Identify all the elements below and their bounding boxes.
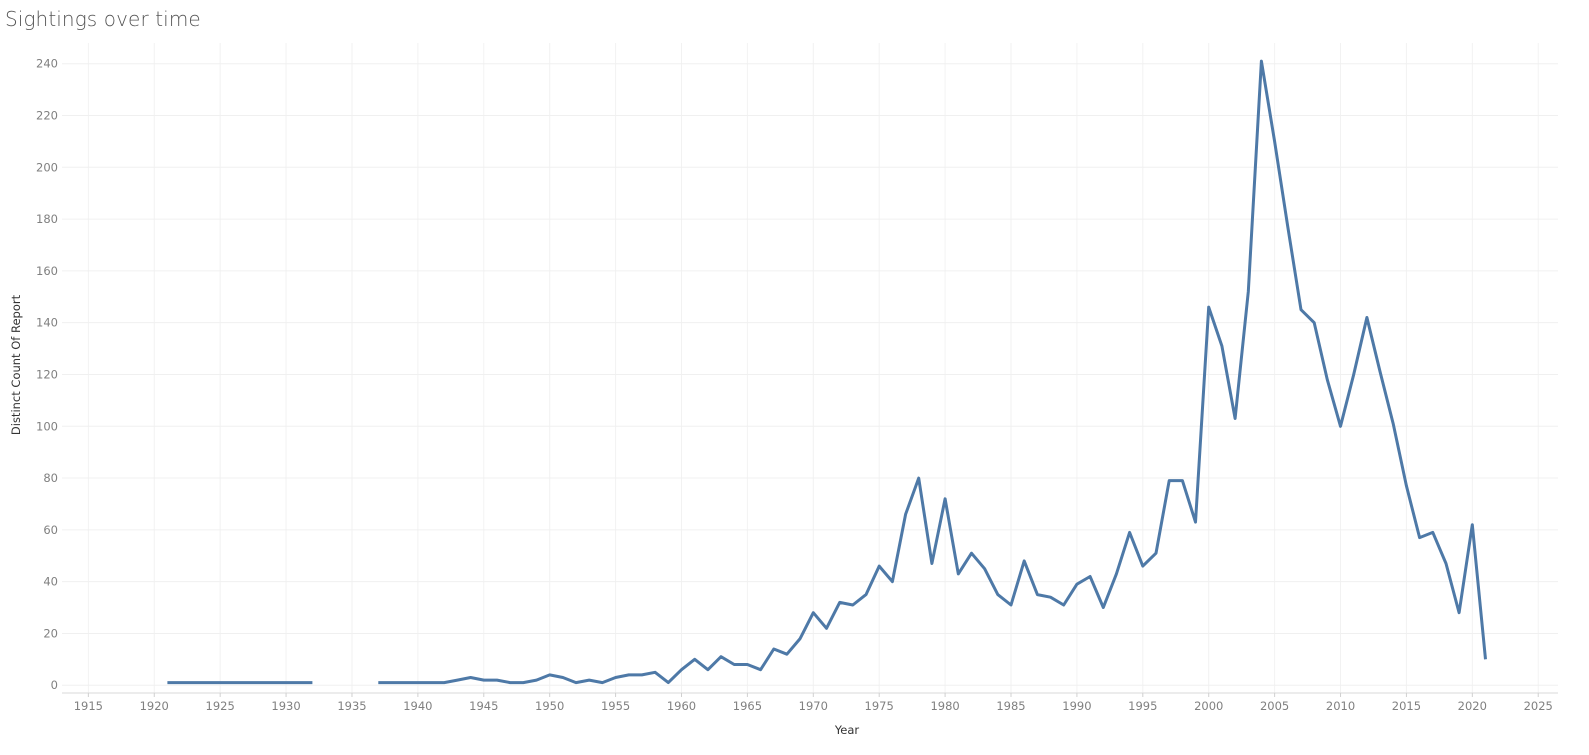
x-tick-label: 1920 [140, 699, 169, 713]
x-tick-label: 1965 [733, 699, 762, 713]
x-tick-label: 1960 [667, 699, 696, 713]
y-tick-label: 120 [36, 367, 58, 381]
x-tick-label: 1995 [1128, 699, 1157, 713]
y-tick-label: 220 [36, 109, 58, 123]
x-tick-label: 1940 [403, 699, 432, 713]
gridlines [62, 43, 1558, 693]
x-axis-title: Year [834, 723, 860, 737]
x-tick-label: 1990 [1062, 699, 1091, 713]
y-tick-label: 140 [36, 316, 58, 330]
y-axis-title: Distinct Count Of Report [9, 294, 23, 435]
x-tick-label: 2005 [1260, 699, 1289, 713]
y-tick-label: 180 [36, 212, 58, 226]
series-line [378, 59, 1487, 685]
x-tick-label: 2000 [1194, 699, 1223, 713]
x-tick-label: 1945 [469, 699, 498, 713]
x-tick-label: 1955 [601, 699, 630, 713]
x-tick-label: 2015 [1392, 699, 1421, 713]
y-tick-label: 60 [43, 523, 58, 537]
x-tick-label: 1985 [996, 699, 1025, 713]
y-tick-label: 200 [36, 160, 58, 174]
x-tick-label: 1975 [865, 699, 894, 713]
x-tick-label: 1980 [930, 699, 959, 713]
chart-title: Sightings over time [5, 7, 201, 31]
y-tick-label: 240 [36, 57, 58, 71]
x-tick-label: 2025 [1524, 699, 1553, 713]
x-tick-label: 1950 [535, 699, 564, 713]
x-tick-label: 1925 [206, 699, 235, 713]
x-tick-label: 1970 [799, 699, 828, 713]
y-tick-label: 0 [51, 678, 58, 692]
y-tick-label: 80 [43, 471, 58, 485]
x-tick-label: 2010 [1326, 699, 1355, 713]
x-tick-label: 1915 [74, 699, 103, 713]
x-tick-label: 1930 [271, 699, 300, 713]
y-tick-label: 20 [43, 626, 58, 640]
y-tick-label: 40 [43, 575, 58, 589]
x-tick-label: 1935 [337, 699, 366, 713]
y-tick-label: 160 [36, 264, 58, 278]
x-tick-label: 2020 [1458, 699, 1487, 713]
y-tick-label: 100 [36, 419, 58, 433]
